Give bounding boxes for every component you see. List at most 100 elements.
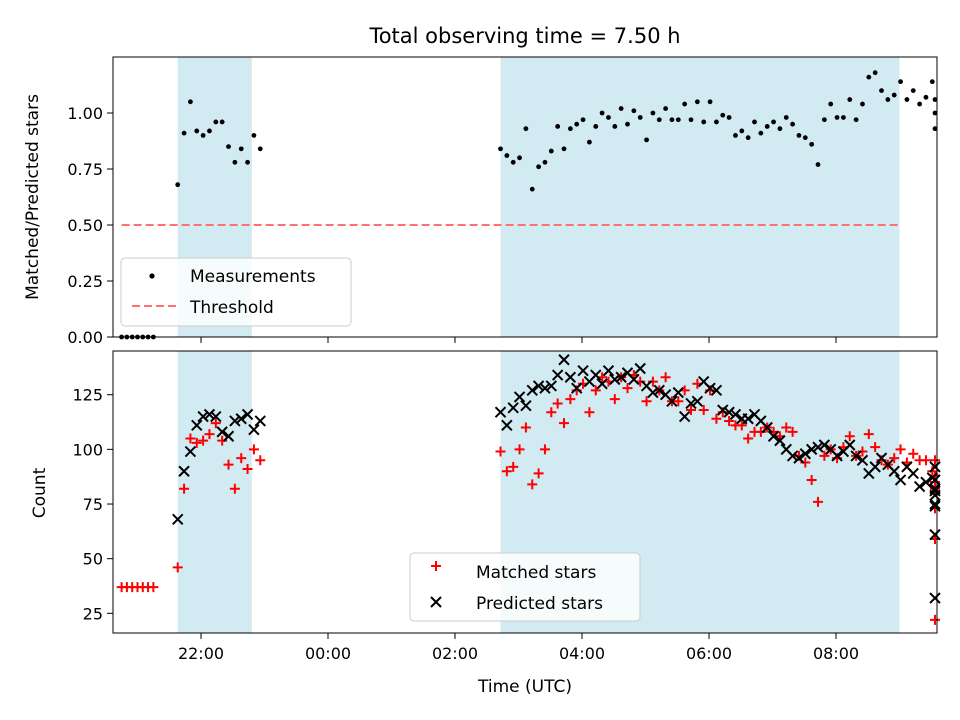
bottom-x-tick-label: 04:00 xyxy=(559,644,605,663)
measurement-point xyxy=(542,159,548,165)
measurements-series xyxy=(119,70,938,340)
predicted-star-point xyxy=(786,450,799,462)
matched-star-point xyxy=(622,383,633,394)
top-legend: Measurements Threshold xyxy=(120,257,352,327)
measurement-point xyxy=(580,117,586,123)
predicted-star-point xyxy=(545,380,558,392)
matched-star-point xyxy=(495,446,506,457)
matched-star-point xyxy=(229,483,240,494)
predicted-star-point xyxy=(526,384,538,397)
measurement-point xyxy=(917,101,923,107)
matched-star-point xyxy=(539,444,550,455)
matched-star-point xyxy=(508,461,519,472)
matched-star-point xyxy=(673,396,684,407)
predicted-star-point xyxy=(831,450,843,462)
measurement-point xyxy=(720,112,726,118)
measurement-point xyxy=(752,119,757,125)
measurement-point xyxy=(663,106,669,111)
top-y-tick-label: 0.50 xyxy=(67,216,103,235)
matched-star-point xyxy=(641,396,652,407)
measurement-point xyxy=(523,126,529,132)
measurement-point xyxy=(923,94,929,100)
matched-star-point xyxy=(711,413,722,424)
measurement-point xyxy=(644,137,649,143)
predicted-star-point xyxy=(653,384,665,397)
measurement-point xyxy=(828,101,834,107)
predicted-star-point xyxy=(501,419,513,432)
predicted-star-point xyxy=(602,364,615,377)
predicted-star-point xyxy=(894,474,907,486)
predicted-star-point xyxy=(229,415,241,427)
predicted-star-point xyxy=(513,391,526,403)
matched-star-point xyxy=(724,415,735,426)
predicted-star-point xyxy=(634,362,646,375)
bottom-x-tick-label: 22:00 xyxy=(178,644,224,663)
measurement-point xyxy=(714,119,719,125)
predicted-star-point xyxy=(558,354,570,366)
matched-star-point xyxy=(908,448,919,459)
bottom-x-tick-label: 02:00 xyxy=(432,644,478,663)
predicted-star-point xyxy=(678,410,691,423)
matched-star-point xyxy=(565,394,576,405)
predicted-star-point xyxy=(869,461,881,473)
predicted-star-point xyxy=(507,402,519,414)
predicted-star-point xyxy=(596,378,608,390)
matched-star-point xyxy=(248,444,259,455)
predicted-star-point xyxy=(191,419,203,432)
matched-star-point xyxy=(236,453,247,464)
predicted-star-point xyxy=(929,528,941,541)
predicted-star-point xyxy=(203,408,216,421)
measurement-point xyxy=(932,110,938,116)
measurement-point xyxy=(809,141,815,147)
measurement-point xyxy=(238,146,244,152)
predicted-star-point xyxy=(210,410,222,423)
measurement-point xyxy=(175,182,181,188)
predicted-star-point xyxy=(178,465,190,477)
matched-star-point xyxy=(806,474,817,485)
measurement-point xyxy=(188,99,193,105)
measurement-point xyxy=(555,124,561,129)
measurement-point xyxy=(872,70,878,76)
measurement-point xyxy=(726,115,732,120)
measurement-point xyxy=(771,119,776,125)
measurement-point xyxy=(694,99,700,105)
measurement-point xyxy=(529,186,535,192)
legend-threshold-label: Threshold xyxy=(189,298,274,318)
matched-star-point xyxy=(609,394,620,405)
measurement-point xyxy=(637,115,643,120)
predicted-star-point xyxy=(248,423,260,436)
measurement-point xyxy=(675,117,681,123)
measurement-point xyxy=(181,130,187,136)
measurement-point xyxy=(682,101,688,107)
measurement-point xyxy=(733,133,738,138)
predicted-star-point xyxy=(609,373,621,386)
legend-predicted-label: Predicted stars xyxy=(476,594,603,614)
matched-star-point xyxy=(255,455,266,466)
predicted-star-point xyxy=(856,454,869,467)
matched-star-point xyxy=(930,614,940,625)
measurement-point xyxy=(510,159,516,165)
matched-star-point xyxy=(930,455,940,466)
matched-star-point xyxy=(223,459,234,470)
measurement-point xyxy=(764,124,770,129)
predicted-star-point xyxy=(929,498,941,510)
predicted-star-point xyxy=(929,592,941,604)
predicted-star-point xyxy=(647,386,659,399)
measurement-point xyxy=(739,128,745,134)
matched-star-point xyxy=(781,422,792,433)
bottom-legend-box xyxy=(409,552,641,622)
measurement-point xyxy=(777,126,783,132)
predicted-star-point xyxy=(774,434,786,447)
ratio-panel: 0.00 0.25 0.50 0.75 1.00 Total observing tim… xyxy=(23,24,938,347)
bottom-y-tick-label: 100 xyxy=(72,440,103,459)
top-title: Total observing time = 7.50 h xyxy=(368,24,680,48)
measurement-point xyxy=(834,115,840,120)
legend-measurements-label: Measurements xyxy=(190,267,316,287)
bottom-y-tick-label: 125 xyxy=(72,386,103,405)
bottom-observing-window xyxy=(177,351,252,633)
predicted-star-point xyxy=(818,439,831,451)
matched-star-point xyxy=(520,422,531,433)
predicted-star-point xyxy=(907,467,919,480)
predicted-star-point xyxy=(590,369,602,381)
predicted-star-point xyxy=(172,513,184,526)
